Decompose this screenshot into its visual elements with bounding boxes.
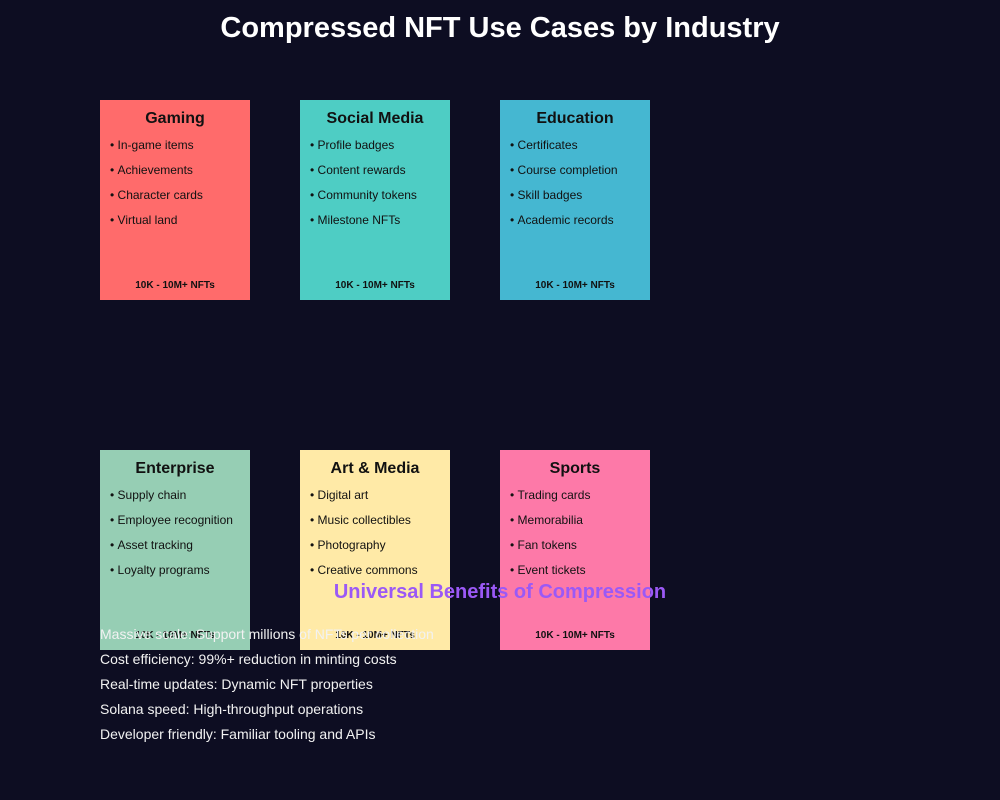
card-item: Music collectibles	[310, 513, 445, 538]
card-item: Virtual land	[110, 213, 245, 238]
card-item-list: Certificates Course completion Skill bad…	[510, 138, 645, 238]
benefits-list: Massive scale: Support millions of NFTs …	[100, 626, 434, 751]
card-item: Profile badges	[310, 138, 445, 163]
card-title: Education	[536, 110, 614, 127]
card-item: Event tickets	[510, 563, 645, 588]
card-social-media: Social Media Profile badges Content rewa…	[300, 100, 450, 300]
card-item: Milestone NFTs	[310, 213, 445, 238]
card-item: Digital art	[310, 488, 445, 513]
card-nft-range: 10K - 10M+ NFTs	[135, 630, 215, 641]
benefit-item: Cost efficiency: 99%+ reduction in minti…	[100, 651, 397, 667]
card-education: Education Certificates Course completion…	[500, 100, 650, 300]
diagram-title: Compressed NFT Use Cases by Industry	[220, 12, 780, 44]
benefit-item: Massive scale: Support millions of NFTs …	[100, 626, 434, 642]
card-nft-range: 10K - 10M+ NFTs	[535, 630, 615, 641]
card-item: Content rewards	[310, 163, 445, 188]
benefit-item: Developer friendly: Familiar tooling and…	[100, 726, 376, 742]
card-title: Art & Media	[330, 460, 420, 477]
card-title: Sports	[549, 460, 601, 477]
card-item-list: Profile badges Content rewards Community…	[310, 138, 445, 238]
card-sports: Sports Trading cards Memorabilia Fan tok…	[500, 450, 650, 650]
card-enterprise: Enterprise Supply chain Employee recogni…	[100, 450, 250, 650]
card-gaming: Gaming In-game items Achievements Charac…	[100, 100, 250, 300]
card-item: Academic records	[510, 213, 645, 238]
card-item: Asset tracking	[110, 538, 245, 563]
card-title: Gaming	[145, 110, 205, 127]
card-item: Supply chain	[110, 488, 245, 513]
card-nft-range: 10K - 10M+ NFTs	[335, 630, 415, 641]
card-item-list: Supply chain Employee recognition Asset …	[110, 488, 245, 588]
card-item: Community tokens	[310, 188, 445, 213]
card-item: Certificates	[510, 138, 645, 163]
card-item: Employee recognition	[110, 513, 245, 538]
card-item-list: Digital art Music collectibles Photograp…	[310, 488, 445, 588]
card-item-list: In-game items Achievements Character car…	[110, 138, 245, 238]
card-nft-range: 10K - 10M+ NFTs	[535, 280, 615, 291]
benefits-heading: Universal Benefits of Compression	[333, 581, 667, 603]
card-item: Achievements	[110, 163, 245, 188]
card-title: Enterprise	[135, 460, 215, 477]
benefit-item: Real-time updates: Dynamic NFT propertie…	[100, 676, 373, 692]
card-item: Creative commons	[310, 563, 445, 588]
card-item: Memorabilia	[510, 513, 645, 538]
card-item: Loyalty programs	[110, 563, 245, 588]
card-item: Course completion	[510, 163, 645, 188]
card-nft-range: 10K - 10M+ NFTs	[335, 280, 415, 291]
card-item: Trading cards	[510, 488, 645, 513]
card-item: Fan tokens	[510, 538, 645, 563]
card-art-media: Art & Media Digital art Music collectibl…	[300, 450, 450, 650]
card-nft-range: 10K - 10M+ NFTs	[135, 280, 215, 291]
card-item: Skill badges	[510, 188, 645, 213]
card-item: Photography	[310, 538, 445, 563]
benefit-item: Solana speed: High-throughput operations	[100, 701, 364, 717]
card-item-list: Trading cards Memorabilia Fan tokens Eve…	[510, 488, 645, 588]
card-title: Social Media	[326, 110, 424, 127]
card-item: Character cards	[110, 188, 245, 213]
card-item: In-game items	[110, 138, 245, 163]
